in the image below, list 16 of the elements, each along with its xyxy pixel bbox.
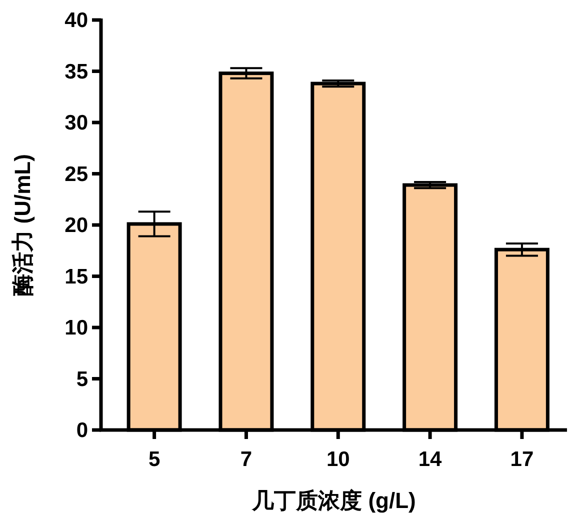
- y-tick-label: 35: [64, 60, 88, 84]
- y-tick-label: 0: [76, 419, 88, 442]
- x-axis-title: 几丁质浓度 (g/L): [251, 488, 416, 513]
- x-tick-label: 14: [418, 448, 442, 471]
- y-tick-label: 15: [64, 265, 88, 288]
- y-axis-title: 酶活力 (U/mL): [10, 154, 35, 296]
- y-tick-label: 10: [64, 316, 88, 340]
- x-tick-label: 5: [148, 448, 160, 471]
- y-tick-label: 30: [64, 112, 88, 134]
- x-tick-label: 10: [326, 448, 350, 471]
- y-tick-label: 20: [64, 214, 88, 237]
- y-tick-label: 5: [76, 368, 88, 391]
- y-tick-label: 25: [64, 162, 88, 186]
- y-tick-label: 40: [64, 9, 88, 32]
- x-tick-label: 7: [240, 448, 252, 471]
- x-tick-label: 17: [510, 448, 534, 471]
